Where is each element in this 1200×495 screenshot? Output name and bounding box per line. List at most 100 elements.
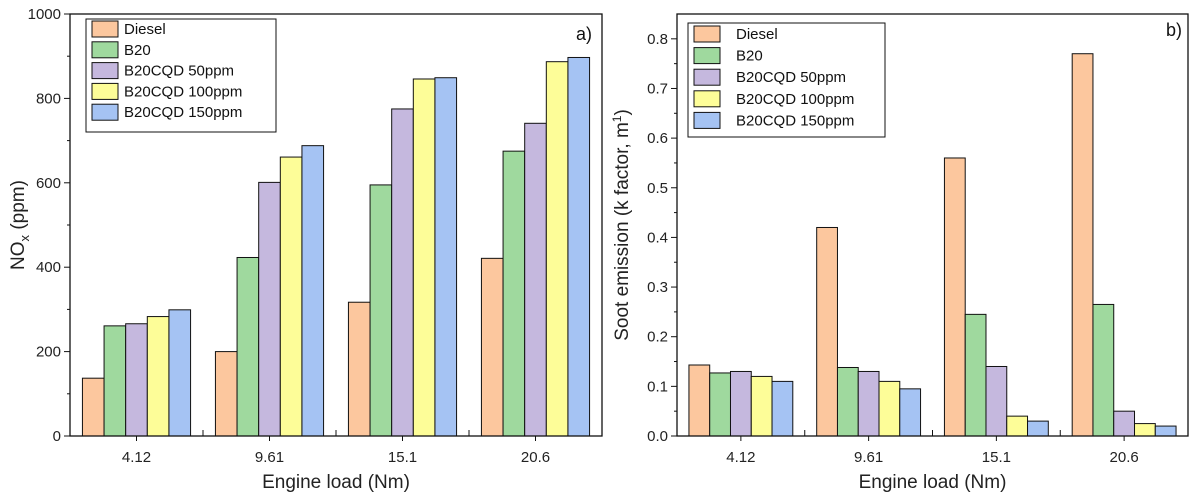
y-axis-title-main: Soot emission (k factor, m (612, 122, 633, 341)
bar-b20cqd-50ppm-15.1 (391, 108, 414, 437)
bar-diesel-15.1 (347, 301, 371, 437)
legend-swatch-b20cqd-50ppm (693, 68, 721, 86)
bar-b20cqd-100ppm-15.1 (1006, 415, 1029, 437)
y-tick-label: 0.6 (647, 130, 668, 147)
x-tick-label: 9.61 (255, 449, 284, 466)
bar-b20cqd-150ppm-15.1 (1027, 420, 1049, 437)
legend-label-b20cqd-50ppm: B20CQD 50ppm (124, 63, 234, 80)
bar-b20-15.1 (369, 184, 393, 437)
bar-b20cqd-150ppm-4.12 (168, 309, 192, 437)
x-axis-title: Engine load (Nm) (859, 472, 1007, 493)
bar-b20cqd-50ppm-9.61 (258, 181, 281, 437)
bar-b20-4.12 (103, 325, 127, 437)
x-tick-label: 9.61 (854, 449, 883, 466)
bar-b20cqd-50ppm-20.6 (1113, 410, 1136, 437)
y-tick-label: 0 (53, 428, 61, 445)
legend-label-b20: B20 (124, 42, 151, 59)
x-tick-label: 20.6 (1110, 449, 1139, 466)
y-tick-label: 0.7 (647, 80, 668, 97)
y-axis-title-unit: ) (612, 109, 633, 115)
bar-b20cqd-100ppm-20.6 (1134, 423, 1156, 437)
legend-label-b20cqd-150ppm: B20CQD 150ppm (124, 104, 242, 121)
y-axis-title: Soot emission (k factor, m1) (610, 109, 633, 341)
x-tick-label: 15.1 (388, 449, 417, 466)
chart-panel-b: 4.12 9.61 15.1 20.6 0.0 0.1 0.2 0.3 0.4 0.5 0.6 0.7… (610, 13, 1189, 493)
y-axis-title: NOx (ppm) (8, 180, 32, 270)
bar-b20cqd-150ppm-9.61 (899, 388, 922, 437)
bar-b20-9.61 (236, 256, 260, 437)
bar-diesel-9.61 (214, 351, 238, 437)
legend-label-b20cqd-100ppm: B20CQD 100ppm (124, 83, 242, 100)
legend-box (687, 22, 886, 138)
legend-label-diesel: Diesel (736, 26, 778, 43)
bar-b20cqd-100ppm-15.1 (412, 78, 436, 437)
bar-b20cqd-100ppm-4.12 (146, 316, 170, 437)
bar-diesel-9.61 (816, 226, 838, 437)
y-axis-title-subscript: x (17, 234, 32, 241)
x-tick-label: 4.12 (122, 449, 151, 466)
panel-label: a) (576, 24, 592, 44)
x-tick-label: 4.12 (726, 449, 755, 466)
y-tick-label: 0.0 (647, 428, 668, 445)
y-axis-title-unit: (ppm) (8, 180, 29, 235)
legend-label-b20cqd-100ppm: B20CQD 100ppm (736, 91, 854, 108)
y-tick-label: 200 (36, 344, 61, 361)
bar-b20cqd-100ppm-9.61 (279, 156, 303, 437)
bar-b20-20.6 (502, 150, 526, 437)
legend-swatch-b20cqd-150ppm (91, 103, 119, 121)
bar-b20cqd-50ppm-4.12 (729, 370, 752, 437)
chart-panel-a: 4.12 9.61 15.1 20.6 0 200 400 600 800 1000 Engine … (8, 6, 603, 493)
y-tick-label: 0.1 (647, 378, 668, 395)
y-axis-title-main: NO (8, 241, 29, 270)
bar-b20-15.1 (964, 313, 987, 437)
legend-swatch-diesel (91, 20, 119, 38)
bar-b20cqd-100ppm-4.12 (750, 375, 773, 437)
x-axis-title: Engine load (Nm) (262, 472, 410, 493)
bar-b20cqd-150ppm-20.6 (567, 56, 591, 437)
bar-b20cqd-100ppm-20.6 (545, 61, 569, 437)
legend-swatch-b20cqd-150ppm (693, 111, 721, 129)
legend-label-b20cqd-150ppm: B20CQD 150ppm (736, 112, 854, 129)
bar-b20cqd-150ppm-4.12 (771, 380, 794, 437)
bar-b20cqd-50ppm-4.12 (125, 323, 148, 437)
legend-swatch-diesel (693, 25, 721, 43)
y-tick-label: 1000 (28, 6, 61, 23)
legend-swatch-b20 (693, 47, 721, 65)
y-tick-label: 0.4 (647, 229, 668, 246)
legend-label-b20: B20 (736, 48, 763, 65)
legend-swatch-b20cqd-50ppm (91, 62, 119, 80)
bar-diesel-4.12 (688, 364, 711, 437)
bar-b20cqd-100ppm-9.61 (878, 380, 901, 437)
legend-swatch-b20cqd-100ppm (693, 90, 721, 108)
y-tick-label: 800 (36, 90, 61, 107)
legend-label-diesel: Diesel (124, 21, 166, 38)
y-tick-label: 400 (36, 259, 61, 276)
y-tick-label: 0.3 (647, 279, 668, 296)
bar-b20cqd-50ppm-9.61 (857, 370, 880, 437)
bar-b20cqd-150ppm-20.6 (1154, 425, 1177, 437)
panel-label: b) (1166, 20, 1182, 40)
x-tick-label: 20.6 (521, 449, 550, 466)
bar-b20-4.12 (709, 372, 731, 437)
y-tick-label: 0.8 (647, 31, 668, 48)
bar-diesel-20.6 (480, 257, 504, 437)
legend-swatch-b20 (91, 41, 119, 59)
y-tick-label: 0.5 (647, 180, 668, 197)
bar-diesel-15.1 (943, 157, 966, 437)
y-tick-label: 600 (36, 175, 61, 192)
bar-b20cqd-150ppm-15.1 (434, 77, 458, 437)
bar-diesel-4.12 (81, 377, 105, 437)
y-tick-label: 0.2 (647, 329, 668, 346)
bar-b20-9.61 (836, 366, 859, 437)
bar-b20cqd-50ppm-15.1 (985, 365, 1008, 437)
y-axis-title-superscript: 1 (610, 115, 624, 122)
legend-swatch-b20cqd-100ppm (91, 82, 119, 100)
bar-b20-20.6 (1092, 303, 1115, 437)
legend-label-b20cqd-50ppm: B20CQD 50ppm (736, 69, 846, 86)
bar-diesel-20.6 (1071, 53, 1094, 437)
bar-b20cqd-150ppm-9.61 (301, 145, 325, 437)
x-tick-label: 15.1 (982, 449, 1011, 466)
bar-b20cqd-50ppm-20.6 (524, 122, 547, 437)
